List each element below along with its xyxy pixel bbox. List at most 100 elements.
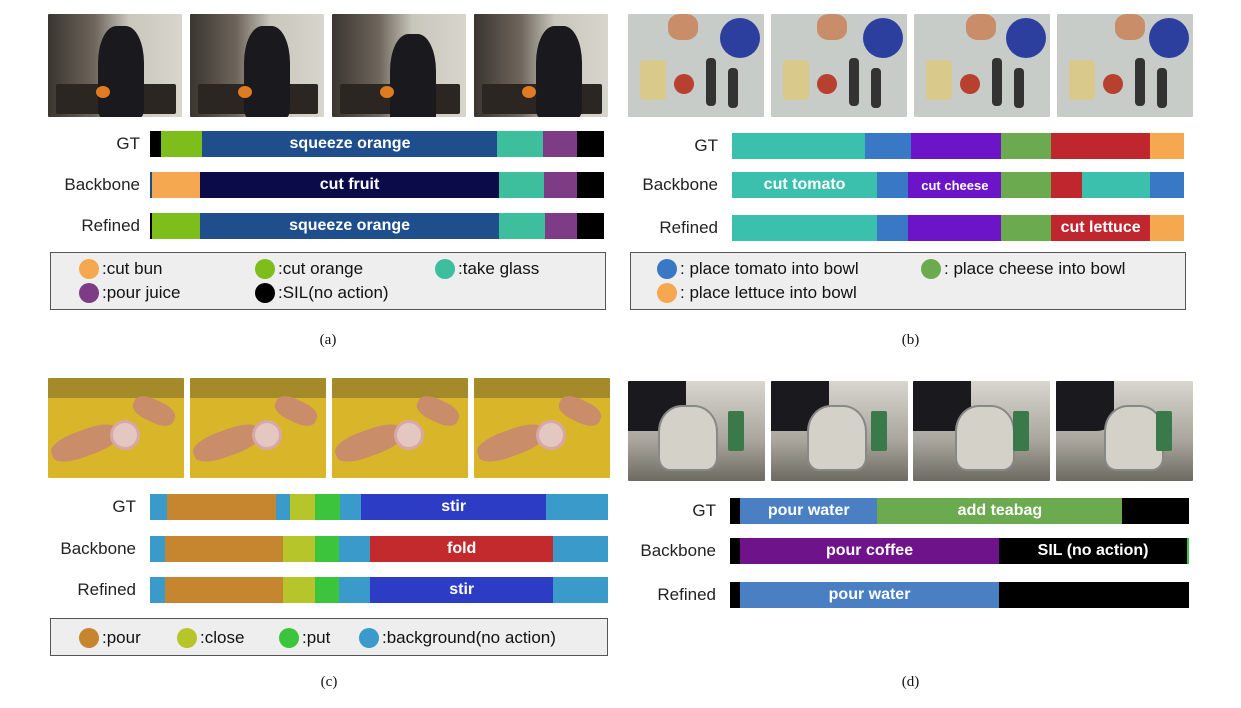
segmentation-row-backbone: Backbone fold [48, 536, 610, 562]
segment-bar: stir [150, 577, 609, 603]
segmentation-row-gt: GT stir [48, 494, 610, 520]
action-segment: fold [369, 536, 554, 562]
legend-dot-icon [79, 283, 99, 303]
utensil-object [992, 58, 1002, 106]
hands-cup-frame-icon [474, 378, 610, 478]
segmentation-row-backbone: Backbone cut tomato cut cheese [628, 172, 1193, 198]
action-segment [1082, 172, 1151, 198]
salad-table-frame-icon [1057, 14, 1193, 117]
hand-shape [668, 14, 698, 40]
row-label: Backbone [640, 541, 716, 560]
action-segment [730, 582, 741, 608]
box-object [1013, 411, 1030, 451]
utensil-object [849, 58, 859, 106]
orange-object [522, 86, 536, 98]
action-segment: squeeze orange [199, 213, 500, 239]
box-object [1155, 411, 1172, 451]
bowl-object [863, 18, 903, 58]
action-segment [1050, 133, 1151, 159]
hands-cup-frame-icon [48, 378, 184, 478]
segment-bar: squeeze orange [150, 131, 605, 157]
utensil-object [1135, 58, 1145, 106]
legend-label: :SIL(no action) [278, 283, 389, 302]
row-label: GT [116, 134, 140, 153]
kettle-object [806, 405, 867, 471]
action-segment [498, 213, 546, 239]
hand-shape [1115, 14, 1145, 40]
legend-label: :close [200, 628, 245, 647]
legend-label: :pour [102, 628, 141, 647]
action-segment [167, 494, 277, 520]
legend-dot-icon [657, 283, 677, 303]
frames-strip [48, 14, 608, 117]
action-segment [732, 133, 866, 159]
cup-object [394, 420, 424, 450]
action-segment [730, 538, 741, 564]
action-segment [1000, 133, 1052, 159]
segmentation-row-backbone: Backbone pour coffee SIL (no action) [628, 538, 1193, 564]
utensil-object [871, 68, 881, 108]
action-segment [1000, 172, 1052, 198]
action-segment [998, 582, 1190, 608]
cup-object [252, 420, 282, 450]
cup-object [110, 420, 140, 450]
ingredient-object [926, 60, 952, 100]
panel-d: GT pour water add teabag Backbone pour coffe… [628, 376, 1193, 696]
action-segment [876, 215, 909, 241]
hand-shape [474, 418, 549, 468]
legend-label: : place cheese into bowl [944, 259, 1126, 278]
utensil-object [1157, 68, 1167, 108]
ingredient-object [1069, 60, 1095, 100]
action-segment [339, 577, 371, 603]
legend-dot-icon [435, 259, 455, 279]
action-segment [910, 133, 1002, 159]
legend-label: :put [302, 628, 331, 647]
legend-item: :SIL(no action) [255, 283, 389, 303]
action-segment [908, 215, 1002, 241]
legend-item: :cut orange [255, 259, 363, 279]
legend-dot-icon [657, 259, 677, 279]
kettle-frame-icon [913, 381, 1051, 481]
action-segment [730, 498, 741, 524]
table-edge [474, 378, 610, 398]
action-segment [576, 172, 605, 198]
legend-dot-icon [255, 283, 275, 303]
action-segment [150, 577, 166, 603]
salad-table-frame-icon [771, 14, 907, 117]
tomato-object [674, 74, 694, 94]
action-segment [275, 494, 291, 520]
action-segment [732, 215, 878, 241]
action-segment [161, 131, 203, 157]
panel-caption: (a) [319, 332, 337, 348]
tomato-object [960, 74, 980, 94]
action-segment [314, 577, 340, 603]
segment-bar: fold [150, 536, 609, 562]
legend-item: : place cheese into bowl [921, 259, 1125, 279]
action-segment [553, 536, 609, 562]
kitchen-person-frame-icon [332, 14, 466, 117]
legend-dot-icon [921, 259, 941, 279]
legend-item: :pour [79, 628, 141, 648]
action-segment [339, 536, 371, 562]
legend-dot-icon [359, 628, 379, 648]
action-segment [544, 213, 578, 239]
segment-bar: cut tomato cut cheese [732, 172, 1185, 198]
segment-bar: pour water [730, 582, 1190, 608]
table-edge [48, 378, 184, 398]
legend-box: : place tomato into bowl: place cheese i… [630, 252, 1186, 310]
action-segment [152, 172, 201, 198]
hand-shape [48, 418, 123, 468]
hands-cup-frame-icon [190, 378, 326, 478]
action-segment: cut cheese [908, 172, 1002, 198]
segmentation-row-gt: GT pour water add teabag [628, 498, 1193, 524]
segmentation-row-refined: Refined cut lettuce [628, 215, 1193, 241]
legend-item: :put [279, 628, 330, 648]
row-label: GT [692, 501, 716, 520]
row-label: Backbone [64, 175, 140, 194]
hand-shape [817, 14, 847, 40]
legend-dot-icon [279, 628, 299, 648]
row-label: Refined [659, 218, 718, 237]
kitchen-person-frame-icon [474, 14, 608, 117]
legend-item: :cut bun [79, 259, 163, 279]
kettle-frame-icon [770, 381, 908, 481]
